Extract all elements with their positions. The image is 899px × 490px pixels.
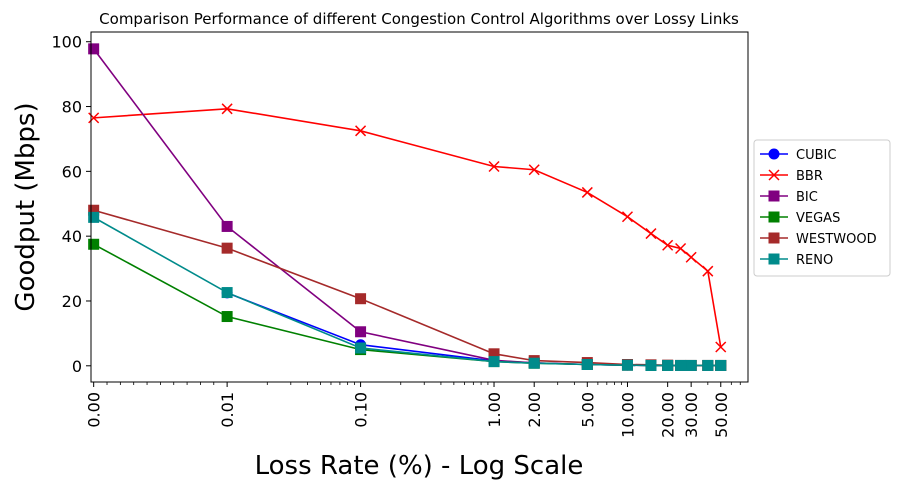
legend-marker-reno (768, 253, 780, 265)
bbr-data-point (715, 341, 727, 353)
legend-label-bic: BIC (796, 190, 818, 205)
bic-data-point (355, 326, 367, 338)
x-tick-label: 50.00 (712, 392, 731, 438)
reno-data-point (88, 211, 100, 223)
vegas-data-point (88, 238, 100, 250)
y-tick-label: 80 (62, 98, 82, 117)
chart-title: Comparison Performance of different Cong… (99, 10, 739, 28)
reno-data-point (702, 359, 714, 371)
reno-data-point (715, 359, 727, 371)
reno-data-point (581, 359, 593, 370)
legend-label-reno: RENO (796, 253, 833, 268)
x-tick-label: 2.00 (525, 392, 544, 428)
legend: CUBIC BBR BIC VEGAS WESTWOOD RENO (753, 139, 891, 277)
bbr-data-point (621, 211, 634, 223)
legend-marker-cubic (768, 148, 780, 160)
reno-series-line (93, 216, 721, 367)
reno-data-point (645, 359, 657, 371)
reno-data-point (685, 359, 697, 371)
bbr-series-line (93, 108, 722, 348)
cubic-series-line (226, 292, 721, 367)
bbr-data-point (355, 125, 367, 137)
bbr-data-point (88, 112, 100, 124)
y-tick-label: 20 (62, 292, 82, 311)
x-tick-label: 0.10 (352, 392, 371, 428)
bbr-data-point (221, 103, 233, 115)
x-tick-label: 0.00 (85, 392, 104, 428)
bbr-data-point (528, 164, 540, 176)
bbr-data-point (645, 228, 657, 240)
x-axis-title: Loss Rate (%) - Log Scale (255, 451, 584, 481)
reno-data-point (221, 287, 233, 299)
legend-label-cubic: CUBIC (796, 148, 836, 163)
x-tick-label: 10.00 (618, 392, 637, 438)
legend-label-westwood: WESTWOOD (796, 232, 877, 247)
legend-marker-bbr (768, 169, 780, 181)
bic-data-point (221, 220, 233, 232)
bic-data-point (88, 43, 100, 55)
legend-marker-bic (768, 190, 780, 202)
reno-data-point (662, 359, 674, 371)
bbr-data-point (685, 251, 697, 263)
x-tick-label: 20.00 (659, 392, 678, 438)
legend-marker-westwood (768, 232, 780, 244)
y-tick-label: 60 (62, 162, 82, 181)
y-tick-label: 100 (51, 33, 82, 52)
bbr-data-point (581, 186, 593, 198)
bbr-data-point (662, 239, 674, 251)
legend-marker-vegas (768, 211, 780, 223)
x-tick-label: 1.00 (485, 392, 504, 428)
bbr-data-point (488, 160, 500, 173)
y-axis-title: Goodput (Mbps) (11, 102, 41, 311)
y-tick-label: 40 (62, 227, 82, 246)
westwood-data-point (221, 242, 233, 254)
westwood-data-point (355, 293, 367, 305)
legend-label-bbr: BBR (796, 169, 823, 184)
y-tick-label: 0 (72, 357, 82, 376)
reno-data-point (621, 359, 633, 371)
legend-label-vegas: VEGAS (796, 211, 840, 226)
reno-data-point (355, 342, 367, 354)
x-tick-label: 30.00 (682, 392, 701, 438)
vegas-data-point (221, 311, 233, 323)
x-tick-label: 5.00 (578, 392, 597, 428)
bbr-data-point (702, 265, 714, 277)
plot-area-frame (90, 31, 749, 383)
legend-frame (753, 139, 891, 277)
reno-data-point (528, 357, 540, 369)
reno-data-point (488, 356, 500, 368)
bbr-data-point (675, 242, 687, 255)
vegas-series-line (93, 243, 721, 367)
x-tick-label: 0.01 (218, 392, 237, 428)
reno-data-point (675, 359, 687, 371)
